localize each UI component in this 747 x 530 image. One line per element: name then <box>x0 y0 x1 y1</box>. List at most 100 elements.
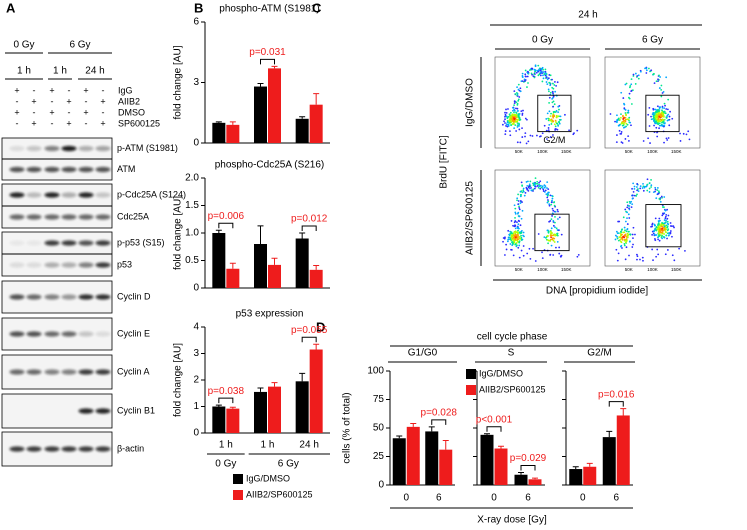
y-tick-label: 1 <box>193 401 199 412</box>
flow-event <box>548 90 550 93</box>
flow-event <box>549 234 552 237</box>
flow-event <box>688 138 691 141</box>
flow-event <box>522 187 525 190</box>
error-bar <box>299 372 306 382</box>
flow-event <box>662 229 664 232</box>
flow-event <box>634 83 637 85</box>
flow-event <box>616 259 619 262</box>
flow-event <box>659 219 661 222</box>
flow-event <box>631 197 634 200</box>
flow-event <box>627 213 630 216</box>
flow-event <box>617 117 620 120</box>
treatment-sign: + <box>100 118 105 128</box>
flow-event <box>558 122 561 125</box>
treatment-sign: - <box>68 85 71 95</box>
flow-event <box>546 239 549 241</box>
bar <box>528 479 542 485</box>
flow-event <box>679 140 682 142</box>
flow-event <box>528 247 531 250</box>
flow-event <box>549 253 552 256</box>
error-bar <box>313 343 320 350</box>
bar <box>295 381 309 433</box>
flow-event <box>505 111 508 114</box>
flow-event <box>654 239 657 242</box>
significance-bracket <box>486 426 502 432</box>
error-bar <box>299 116 306 119</box>
flow-event <box>520 110 523 113</box>
flow-event <box>505 108 507 111</box>
flow-event <box>661 105 664 108</box>
flow-event <box>632 243 634 246</box>
flow-event <box>663 219 666 221</box>
flow-event <box>645 72 648 74</box>
bar <box>226 124 240 143</box>
gate-label: G2/M <box>543 135 565 145</box>
band <box>44 446 60 452</box>
flow-event <box>533 187 536 190</box>
flow-event <box>547 200 550 203</box>
flow-event <box>671 117 674 120</box>
flow-event <box>558 229 560 232</box>
gate <box>534 213 570 252</box>
flow-event <box>507 236 510 239</box>
flow-event <box>553 201 555 204</box>
flow-event <box>545 193 548 196</box>
x-tick-label: 1 h <box>261 440 275 451</box>
band <box>44 331 60 337</box>
flow-event <box>666 226 669 229</box>
treatment-label: SP600125 <box>118 118 160 128</box>
y-tick-label: 6 <box>193 17 199 28</box>
band <box>26 214 42 220</box>
band <box>44 166 60 173</box>
flow-event <box>609 113 612 115</box>
flow-event <box>556 208 559 211</box>
flow-event <box>620 113 622 116</box>
time-label: 1 h <box>17 66 31 77</box>
flow-event <box>527 82 529 84</box>
flow-event <box>554 221 556 224</box>
flow-event <box>666 229 669 232</box>
flow-event <box>635 186 638 188</box>
p-value: p=0.031 <box>249 47 286 58</box>
flow-event <box>537 70 540 73</box>
flow-event <box>518 205 520 208</box>
flow-event <box>621 233 623 236</box>
flow-event <box>516 124 519 126</box>
flow-event <box>659 200 662 203</box>
flow-event <box>536 182 539 185</box>
treatment-sign: + <box>66 96 71 106</box>
flow-event <box>614 120 616 123</box>
flow-event <box>637 190 640 193</box>
flow-event <box>665 108 668 110</box>
flow-tick-label: 100K <box>537 267 548 272</box>
dose-label: 6 Gy <box>69 40 90 51</box>
flow-event <box>521 191 524 194</box>
flow-event <box>553 123 556 126</box>
band <box>78 240 94 246</box>
flow-event <box>518 240 521 242</box>
band <box>61 294 77 300</box>
flow-event <box>534 64 537 67</box>
significance-bracket <box>301 225 317 231</box>
flow-event <box>549 84 552 87</box>
treatment-sign: - <box>33 85 36 95</box>
flow-event <box>517 115 520 118</box>
protein-label: Cyclin E <box>117 328 150 338</box>
flow-event <box>528 69 531 72</box>
bar <box>439 449 453 485</box>
band <box>95 369 111 375</box>
flow-event <box>555 114 558 117</box>
flow-event <box>635 195 638 197</box>
flow-event <box>615 141 618 144</box>
band <box>44 240 60 246</box>
bar <box>583 466 597 485</box>
error-bar <box>313 93 320 105</box>
flow-event <box>546 78 549 81</box>
p-value: p=0.006 <box>208 211 245 222</box>
flow-event <box>552 116 555 119</box>
flow-event <box>655 229 658 232</box>
flow-event <box>551 215 553 217</box>
p-value: p=0.012 <box>291 214 328 225</box>
flow-event <box>672 225 675 228</box>
flow-event <box>512 109 514 112</box>
